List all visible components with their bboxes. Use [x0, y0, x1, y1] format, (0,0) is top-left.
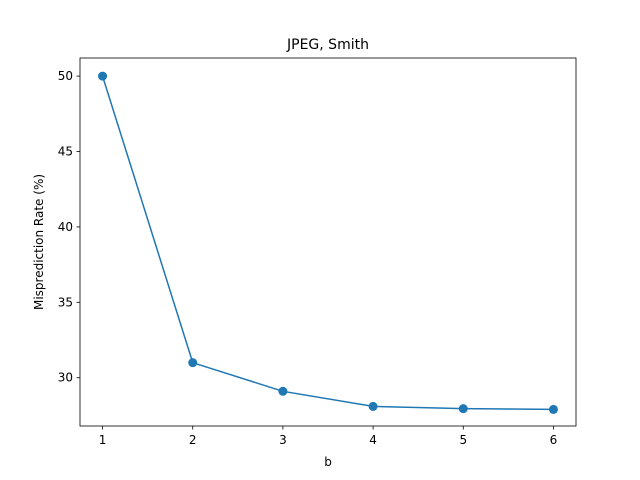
data-point [278, 386, 288, 396]
y-tick-label: 45 [58, 145, 73, 159]
x-tick-label: 1 [99, 433, 107, 447]
data-point [98, 71, 108, 81]
plot-area-frame [79, 57, 577, 427]
x-axis-ticks: 1 2 3 4 5 6 [99, 426, 558, 447]
y-axis-label: Misprediction Rate (%) [32, 174, 46, 310]
y-tick-label: 30 [58, 371, 73, 385]
y-tick-label: 35 [58, 295, 73, 309]
x-tick-label: 4 [369, 433, 377, 447]
data-point [458, 404, 468, 414]
data-point [368, 401, 378, 411]
x-tick-label: 6 [550, 433, 558, 447]
x-tick-label: 2 [189, 433, 197, 447]
series-line [101, 75, 554, 411]
x-tick-label: 3 [279, 433, 287, 447]
y-axis-ticks: 30 35 40 45 50 [58, 69, 80, 385]
series-group [98, 71, 558, 414]
data-point [188, 358, 198, 368]
y-tick-label: 50 [58, 69, 73, 83]
x-tick-label: 5 [459, 433, 467, 447]
x-axis-label: b [324, 455, 332, 469]
y-tick-label: 40 [58, 220, 73, 234]
data-point [548, 404, 558, 414]
chart-title: JPEG, Smith [286, 37, 369, 53]
